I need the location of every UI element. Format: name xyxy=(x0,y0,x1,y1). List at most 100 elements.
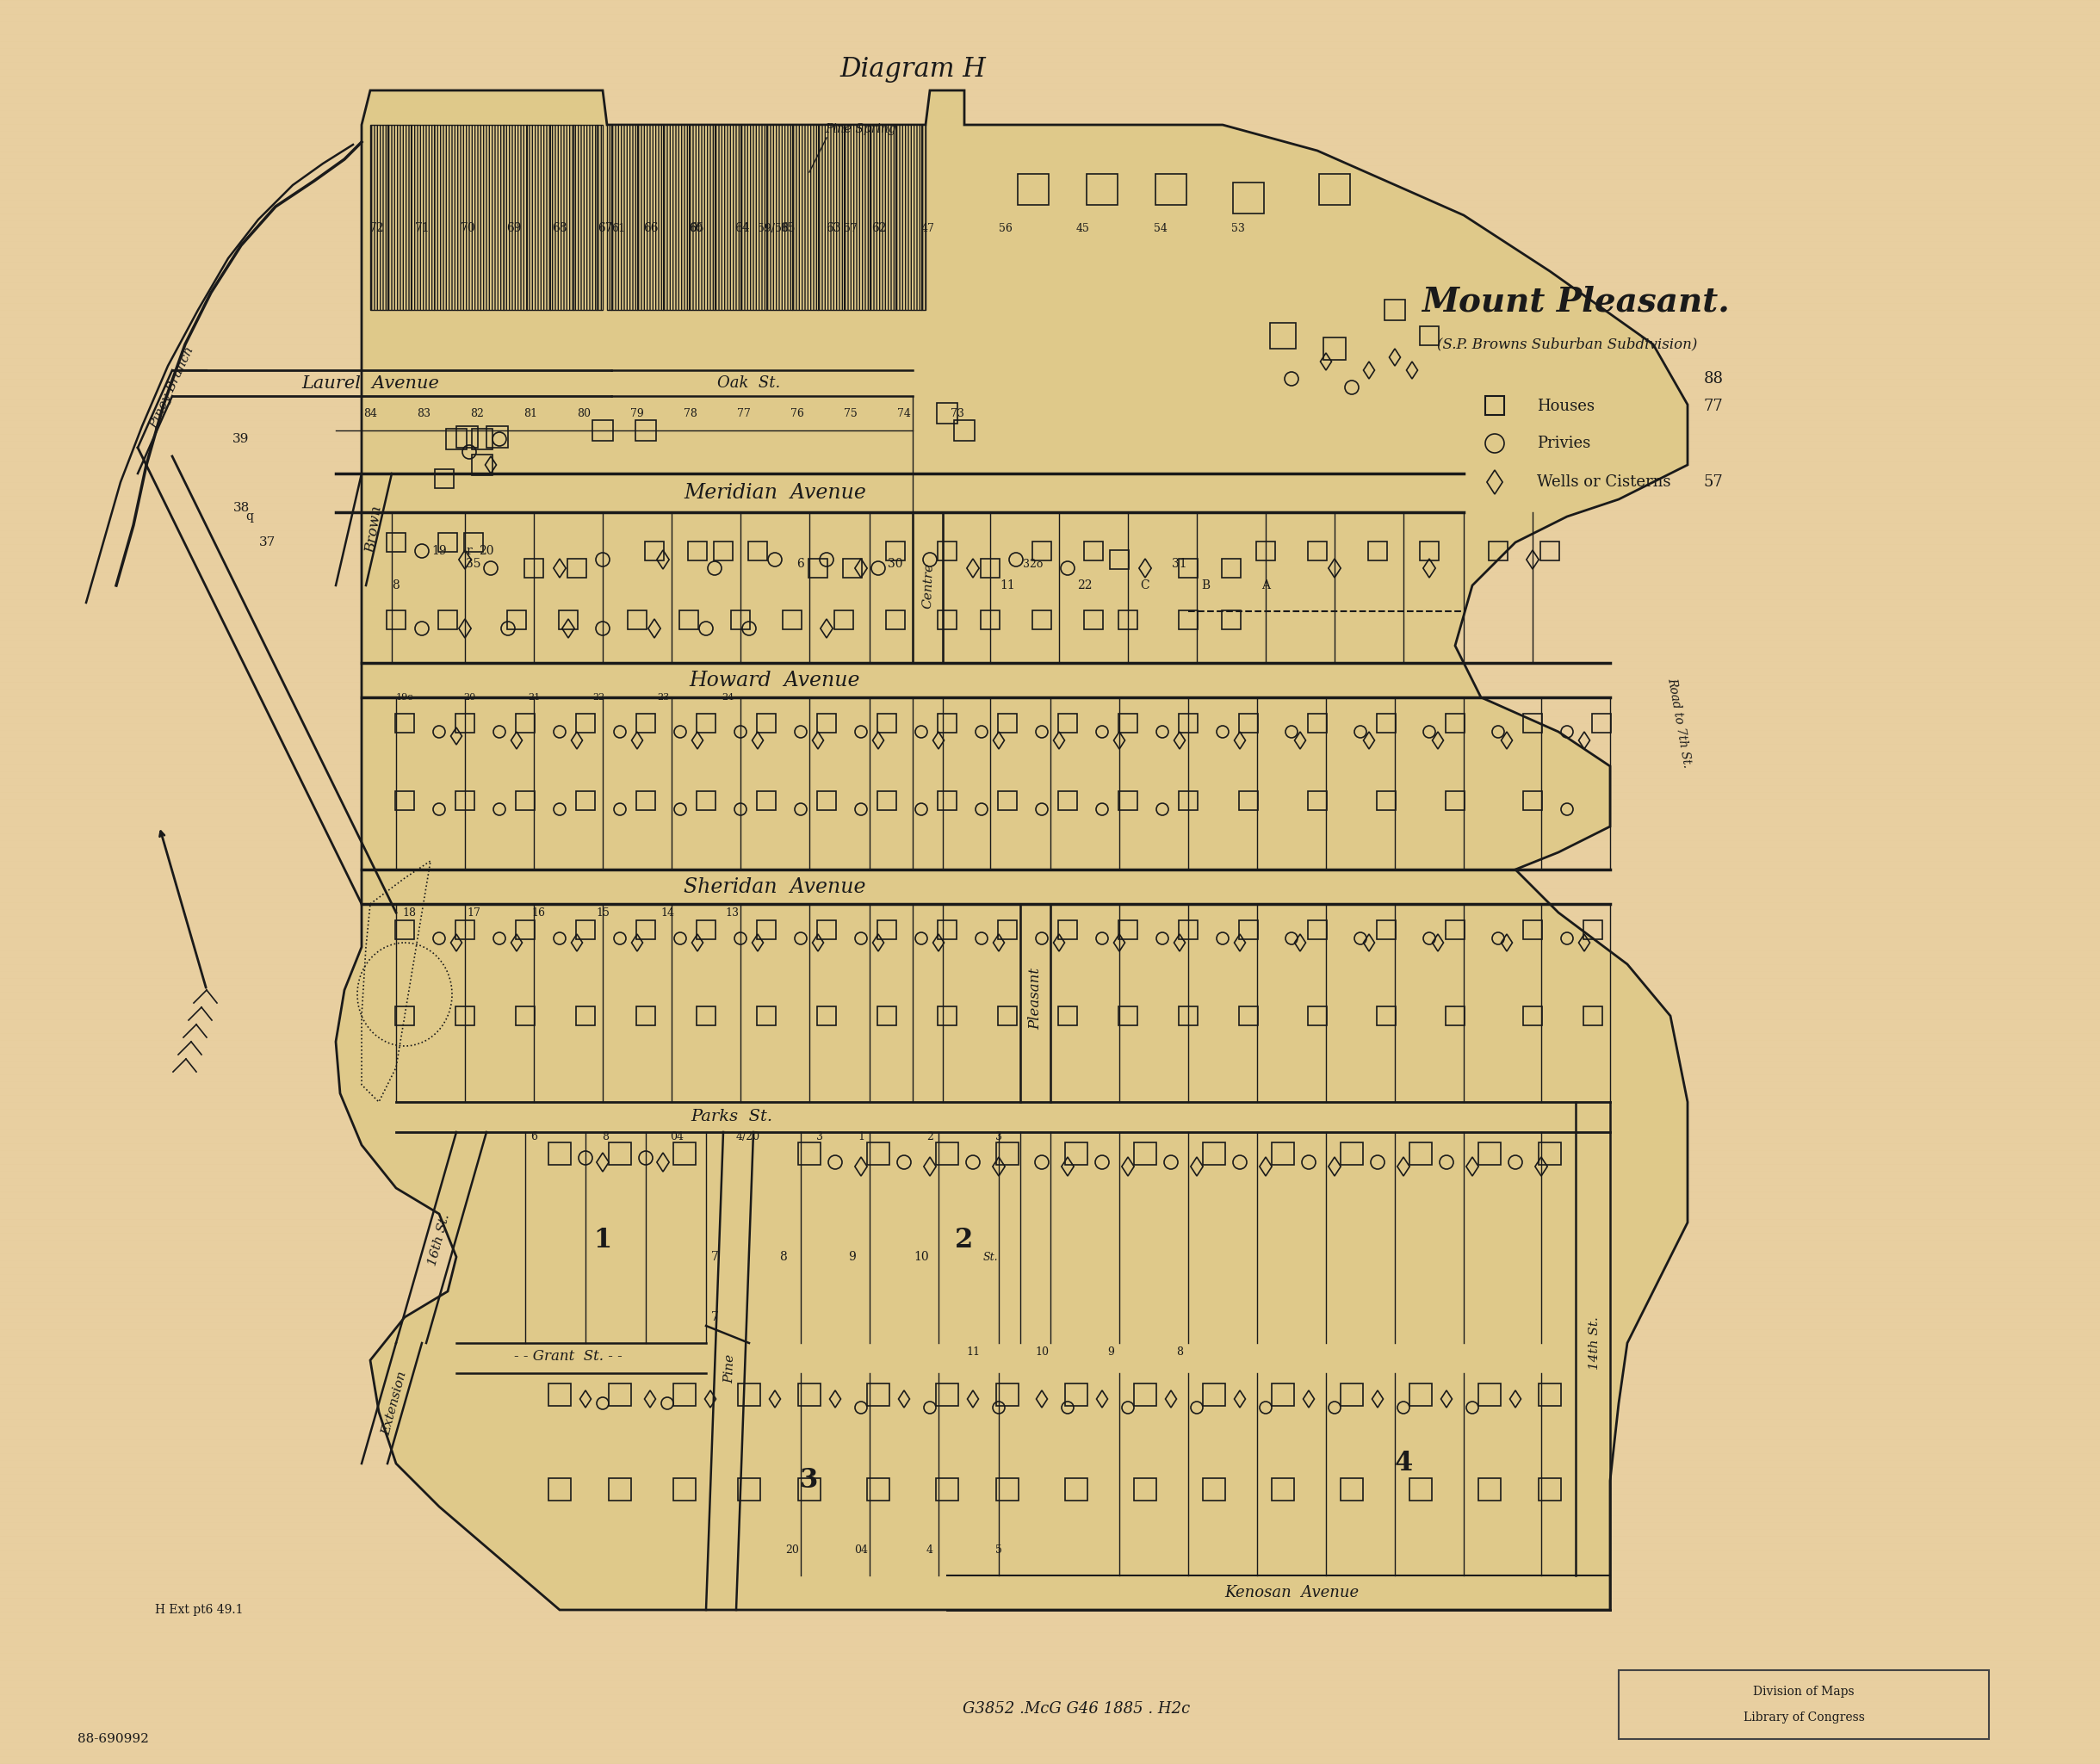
Bar xyxy=(1203,1143,1224,1164)
Bar xyxy=(798,1478,821,1501)
Text: 20: 20 xyxy=(785,1544,798,1556)
Text: 6: 6 xyxy=(531,1131,538,1141)
Bar xyxy=(487,427,508,448)
Text: r: r xyxy=(466,545,472,557)
Bar xyxy=(1065,1143,1088,1164)
Text: 19c: 19c xyxy=(395,693,414,702)
Bar xyxy=(1273,1383,1294,1406)
Bar xyxy=(1340,1143,1363,1164)
Text: 77: 77 xyxy=(737,407,750,418)
Text: 15: 15 xyxy=(596,907,609,917)
Bar xyxy=(1270,323,1296,349)
Bar xyxy=(1445,792,1464,810)
Bar xyxy=(1203,1383,1224,1406)
Text: 3: 3 xyxy=(995,1131,1002,1141)
Text: 32o: 32o xyxy=(1023,557,1044,570)
Text: 1: 1 xyxy=(857,1131,865,1141)
Bar xyxy=(1109,550,1130,570)
Text: 3: 3 xyxy=(800,1468,819,1494)
Bar xyxy=(1308,714,1327,732)
Bar xyxy=(878,921,897,938)
Bar xyxy=(678,610,699,630)
Bar xyxy=(842,559,861,577)
Bar xyxy=(937,402,958,423)
Bar xyxy=(575,1007,594,1025)
Bar xyxy=(1445,1007,1464,1025)
Bar xyxy=(1378,714,1397,732)
Text: 72: 72 xyxy=(370,222,384,235)
Bar xyxy=(506,610,527,630)
Text: 45: 45 xyxy=(1077,222,1090,235)
Bar xyxy=(748,542,766,561)
Bar xyxy=(714,542,733,561)
Bar xyxy=(1489,542,1508,561)
Bar xyxy=(1178,559,1197,577)
Bar xyxy=(995,1143,1018,1164)
Bar xyxy=(783,610,802,630)
Text: 7: 7 xyxy=(710,1311,718,1323)
Bar xyxy=(1583,921,1602,938)
Bar xyxy=(798,1383,821,1406)
Text: 11: 11 xyxy=(1000,579,1014,591)
Text: 57: 57 xyxy=(844,222,857,235)
Bar xyxy=(817,714,836,732)
Bar xyxy=(1033,542,1052,561)
Text: 14: 14 xyxy=(659,907,674,917)
Text: 88: 88 xyxy=(1703,370,1724,386)
Text: 81: 81 xyxy=(523,407,538,418)
Bar xyxy=(1058,1007,1077,1025)
Bar xyxy=(1539,1383,1560,1406)
Bar xyxy=(1485,395,1504,415)
Text: 47: 47 xyxy=(922,222,934,235)
Text: B: B xyxy=(1201,579,1210,591)
Bar xyxy=(1239,921,1258,938)
Bar xyxy=(697,921,716,938)
Text: Mount Pleasant.: Mount Pleasant. xyxy=(1422,286,1730,318)
Text: Howard  Avenue: Howard Avenue xyxy=(689,670,861,690)
Text: 83: 83 xyxy=(416,407,430,418)
Text: Kenosan  Avenue: Kenosan Avenue xyxy=(1224,1584,1359,1600)
Bar xyxy=(1409,1478,1432,1501)
Text: Piney Branch: Piney Branch xyxy=(147,344,197,430)
Text: 23: 23 xyxy=(657,693,670,702)
Bar xyxy=(756,1007,775,1025)
Bar xyxy=(937,610,958,630)
Bar xyxy=(1134,1478,1157,1501)
Text: Wells or Cisterns: Wells or Cisterns xyxy=(1537,475,1672,490)
Text: 3: 3 xyxy=(817,1131,823,1141)
Text: St.: St. xyxy=(983,1251,997,1263)
Bar xyxy=(517,1007,536,1025)
Bar xyxy=(609,1383,632,1406)
Bar xyxy=(1539,542,1560,561)
Bar xyxy=(1522,714,1541,732)
Bar xyxy=(1445,921,1464,938)
Bar xyxy=(756,714,775,732)
Text: 20: 20 xyxy=(479,545,493,557)
Bar xyxy=(689,542,708,561)
Text: 8: 8 xyxy=(393,579,399,591)
Bar xyxy=(674,1383,695,1406)
Text: 68: 68 xyxy=(552,222,567,235)
Bar xyxy=(636,420,655,441)
Text: 88-690992: 88-690992 xyxy=(78,1732,149,1745)
Text: 80: 80 xyxy=(578,407,590,418)
Bar xyxy=(1522,792,1541,810)
Bar xyxy=(1086,175,1117,205)
Bar xyxy=(517,921,536,938)
Bar xyxy=(439,533,458,552)
Text: 20: 20 xyxy=(464,693,475,702)
Text: Sheridan  Avenue: Sheridan Avenue xyxy=(685,877,865,896)
Polygon shape xyxy=(607,125,926,310)
Bar xyxy=(1308,792,1327,810)
Bar xyxy=(1378,1007,1397,1025)
Text: 4/20: 4/20 xyxy=(737,1131,760,1141)
Bar xyxy=(937,921,958,938)
Text: 24: 24 xyxy=(722,693,733,702)
Bar xyxy=(756,921,775,938)
Bar xyxy=(1539,1143,1560,1164)
Bar xyxy=(937,714,958,732)
Bar xyxy=(1239,1007,1258,1025)
Bar xyxy=(1119,792,1138,810)
Text: G3852 .McG G46 1885 . H2c: G3852 .McG G46 1885 . H2c xyxy=(962,1700,1191,1716)
Bar xyxy=(997,714,1016,732)
